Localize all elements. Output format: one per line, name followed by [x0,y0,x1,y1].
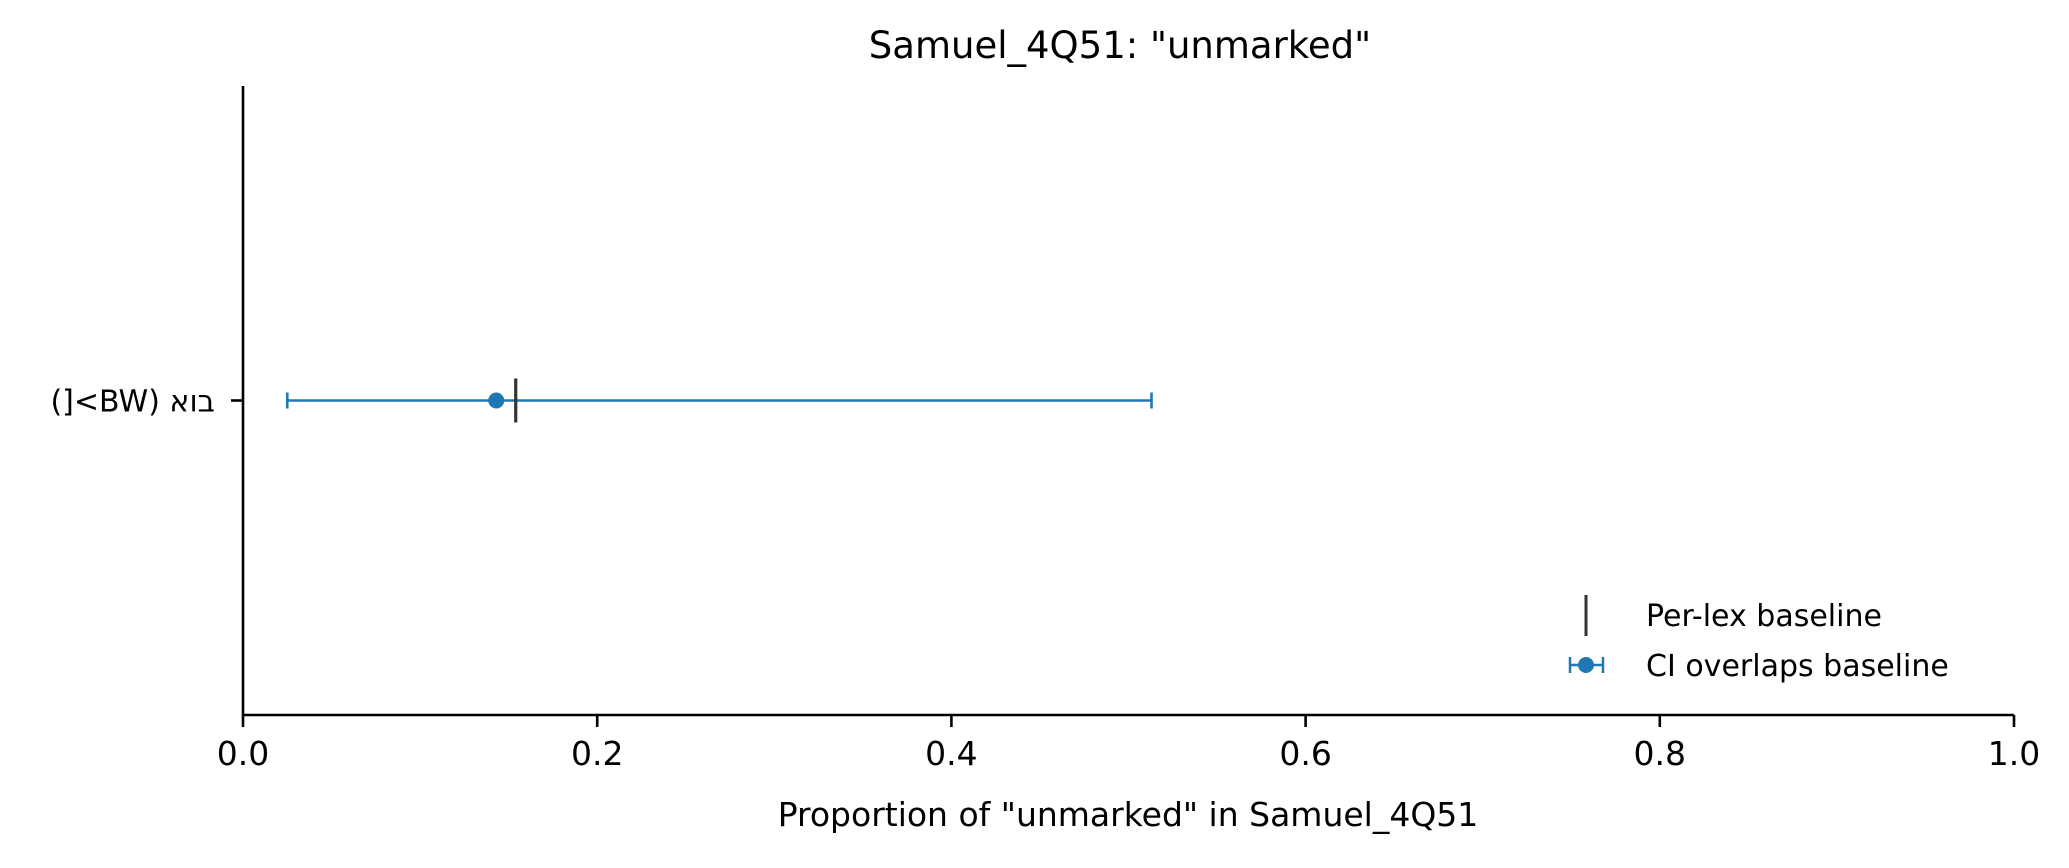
x-tick-label: 0.8 [1634,734,1686,773]
x-axis-label: Proportion of "unmarked" in Samuel_4Q51 [778,795,1479,834]
y-ticks: בוא (BW>[) [50,385,243,420]
y-tick-label: בוא (BW>[) [50,385,215,420]
legend-ci-point [1578,657,1594,673]
x-tick-label: 0.6 [1279,734,1331,773]
estimate-point [488,392,505,409]
legend-ci-label: CI overlaps baseline [1646,649,1949,684]
data-marks [285,378,1153,423]
x-tick-label: 0.4 [925,734,977,773]
x-ticks: 0.0 0.2 0.4 0.6 0.8 1.0 [217,715,2040,773]
legend-baseline-label: Per-lex baseline [1646,599,1882,634]
x-tick-label: 0.0 [217,734,269,773]
x-tick-label: 0.2 [571,734,623,773]
x-tick-label: 1.0 [1988,734,2040,773]
legend: Per-lex baseline CI overlaps baseline [1568,595,1949,684]
chart-title: Samuel_4Q51: "unmarked" [869,24,1371,67]
